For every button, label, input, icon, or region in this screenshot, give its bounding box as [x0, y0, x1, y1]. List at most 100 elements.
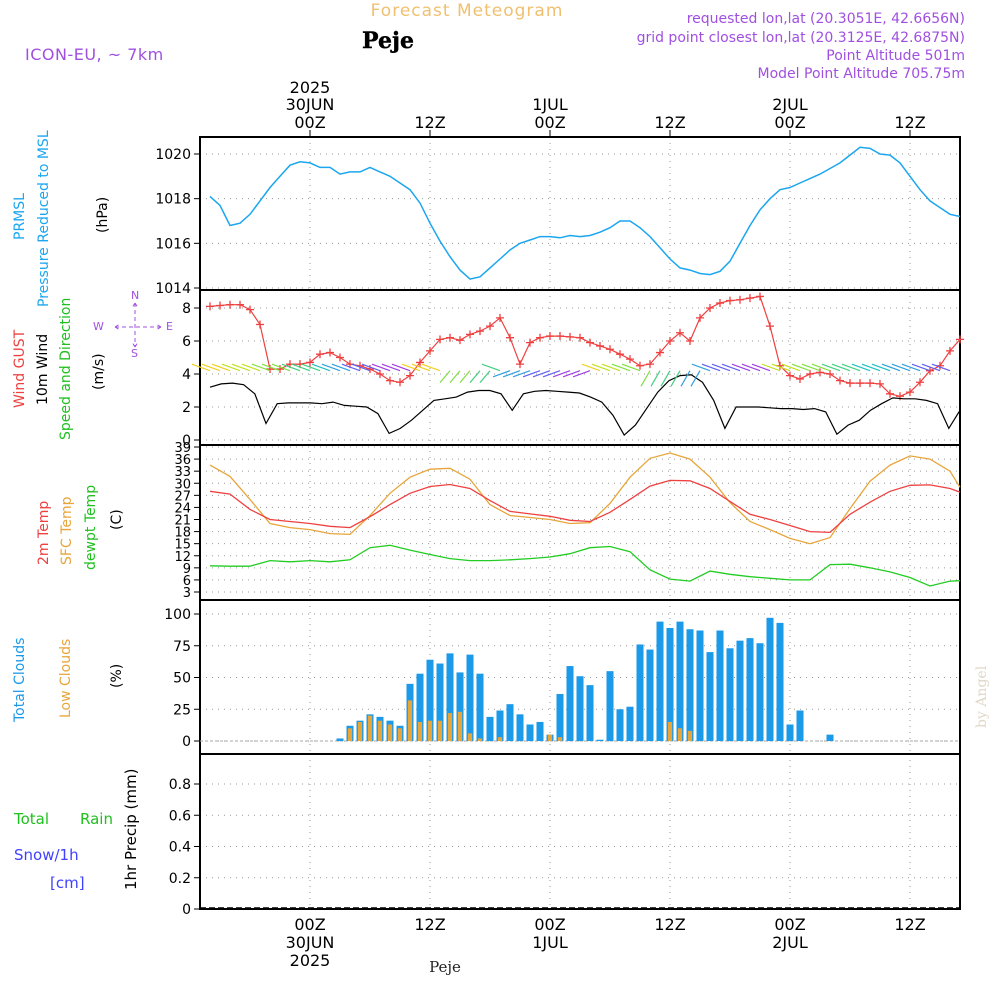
compass-west: W — [93, 320, 104, 333]
wind-arrow — [921, 363, 941, 372]
total-cloud-bar — [586, 685, 594, 741]
wind-arrow — [201, 363, 221, 372]
total-cloud-bar — [616, 709, 624, 741]
wind-arrow — [931, 363, 951, 372]
total-cloud-bar — [626, 706, 634, 741]
chart-title: Forecast Meteogram — [371, 1, 564, 21]
total-cloud-bar — [766, 617, 774, 741]
gust-marker — [226, 300, 234, 309]
wind-labels: Wind GUST 10m Wind Speed and Direction (… — [12, 298, 107, 440]
total-cloud-bar — [526, 724, 534, 741]
total-cloud-bar — [416, 673, 424, 741]
low-cloud-bar — [547, 734, 553, 741]
total-cloud-bar — [726, 648, 734, 741]
wind-arrow — [851, 363, 871, 372]
info-line-1: requested lon,lat (20.3051E, 42.6656N) — [687, 11, 965, 27]
gust-marker — [686, 337, 694, 345]
wind-arrow — [891, 363, 911, 372]
bottom-hour-label: 00Z — [294, 915, 325, 934]
top-hour-label: 12Z — [414, 113, 445, 132]
top-hour-label: 00Z — [294, 113, 325, 132]
y-tick-label: 33 — [174, 465, 191, 480]
gust-marker — [496, 313, 504, 322]
low-cloud-bar — [397, 728, 403, 741]
gust-marker — [636, 361, 644, 370]
y-tick-label: 100 — [164, 607, 191, 623]
total-cloud-bar — [686, 629, 694, 741]
wind-arrow — [680, 370, 691, 387]
gust-line — [209, 295, 961, 397]
wind-arrow — [532, 370, 551, 378]
top-hour-label: 12Z — [894, 113, 925, 132]
panel-1: 0 2 4 6 8 — [182, 289, 961, 449]
gust-marker — [706, 304, 714, 312]
gust-marker — [646, 360, 654, 369]
panel-frame — [199, 289, 961, 446]
total-cloud-bar — [436, 663, 444, 741]
wind-arrow — [572, 370, 591, 378]
total-cloud-bar — [736, 640, 744, 741]
bottom-hour-label: 00Z — [774, 915, 805, 934]
wind-arrow — [621, 363, 641, 372]
gust-marker — [656, 348, 664, 357]
y-tick-label: 39 — [174, 441, 191, 456]
y-tick-label: 4 — [182, 367, 191, 383]
y-tick-label: 21 — [174, 514, 191, 529]
y-tick-label: 1020 — [155, 147, 191, 163]
gust-marker — [216, 301, 224, 310]
y-tick-label: 30 — [174, 477, 191, 492]
panel-frame — [199, 753, 961, 910]
wind-arrow — [771, 363, 791, 372]
total-cloud-bar — [496, 710, 504, 741]
temp2m-label: 2m Temp — [36, 501, 52, 565]
gust-marker — [816, 368, 824, 377]
gust-marker — [336, 353, 344, 362]
gust-marker — [846, 379, 854, 388]
wind-arrow — [801, 363, 821, 372]
gust-marker — [476, 327, 484, 336]
gust-marker — [676, 328, 684, 337]
gust-marker — [716, 299, 724, 308]
sfc-temp-label: SFC Temp — [59, 496, 75, 565]
wind-arrow — [191, 363, 211, 372]
low-cloud-bar — [447, 713, 453, 741]
y-tick-label: 1014 — [155, 281, 191, 297]
wind-arrow — [469, 370, 481, 384]
total-cloud-bar — [746, 638, 754, 741]
gust-marker — [876, 379, 884, 388]
dewpt-line — [209, 544, 961, 587]
gust-marker — [416, 358, 424, 367]
wind-arrow — [781, 363, 801, 372]
total-cloud-bar — [466, 654, 474, 741]
bottom-date-label: 2JUL — [772, 933, 808, 952]
info-line-2: grid point closest lon,lat (20.3125E, 42… — [637, 30, 965, 46]
low-clouds-label: Low Clouds — [58, 639, 74, 718]
gust-marker — [466, 330, 474, 339]
gust-marker — [866, 379, 874, 388]
y-tick-label: 6 — [182, 334, 191, 350]
total-cloud-bar — [676, 621, 684, 741]
y-tick-label: 0.4 — [169, 840, 191, 856]
y-tick-label: 50 — [173, 671, 191, 687]
wind-arrow — [449, 370, 461, 384]
y-tick-label: 1018 — [155, 192, 191, 208]
wind-arrow — [241, 363, 261, 372]
wind-arrow — [591, 363, 611, 372]
wind-arrow — [711, 363, 731, 372]
wind-arrow — [831, 363, 851, 372]
wind-arrow — [522, 370, 541, 378]
wind-arrow — [492, 370, 511, 378]
wind-unit-label: (m/s) — [91, 353, 107, 390]
wind-arrow — [562, 370, 581, 378]
y-tick-label: 0.8 — [169, 777, 191, 793]
gust-marker — [836, 376, 844, 385]
gust-marker — [606, 345, 614, 354]
wind-arrow — [361, 363, 381, 372]
gust-marker — [856, 379, 864, 388]
temp2m-line — [209, 479, 961, 534]
clouds-unit-label: (%) — [109, 664, 125, 688]
compass-east: E — [166, 320, 173, 333]
y-tick-label: 9 — [183, 562, 191, 577]
temp-unit-label: (C) — [109, 509, 125, 530]
